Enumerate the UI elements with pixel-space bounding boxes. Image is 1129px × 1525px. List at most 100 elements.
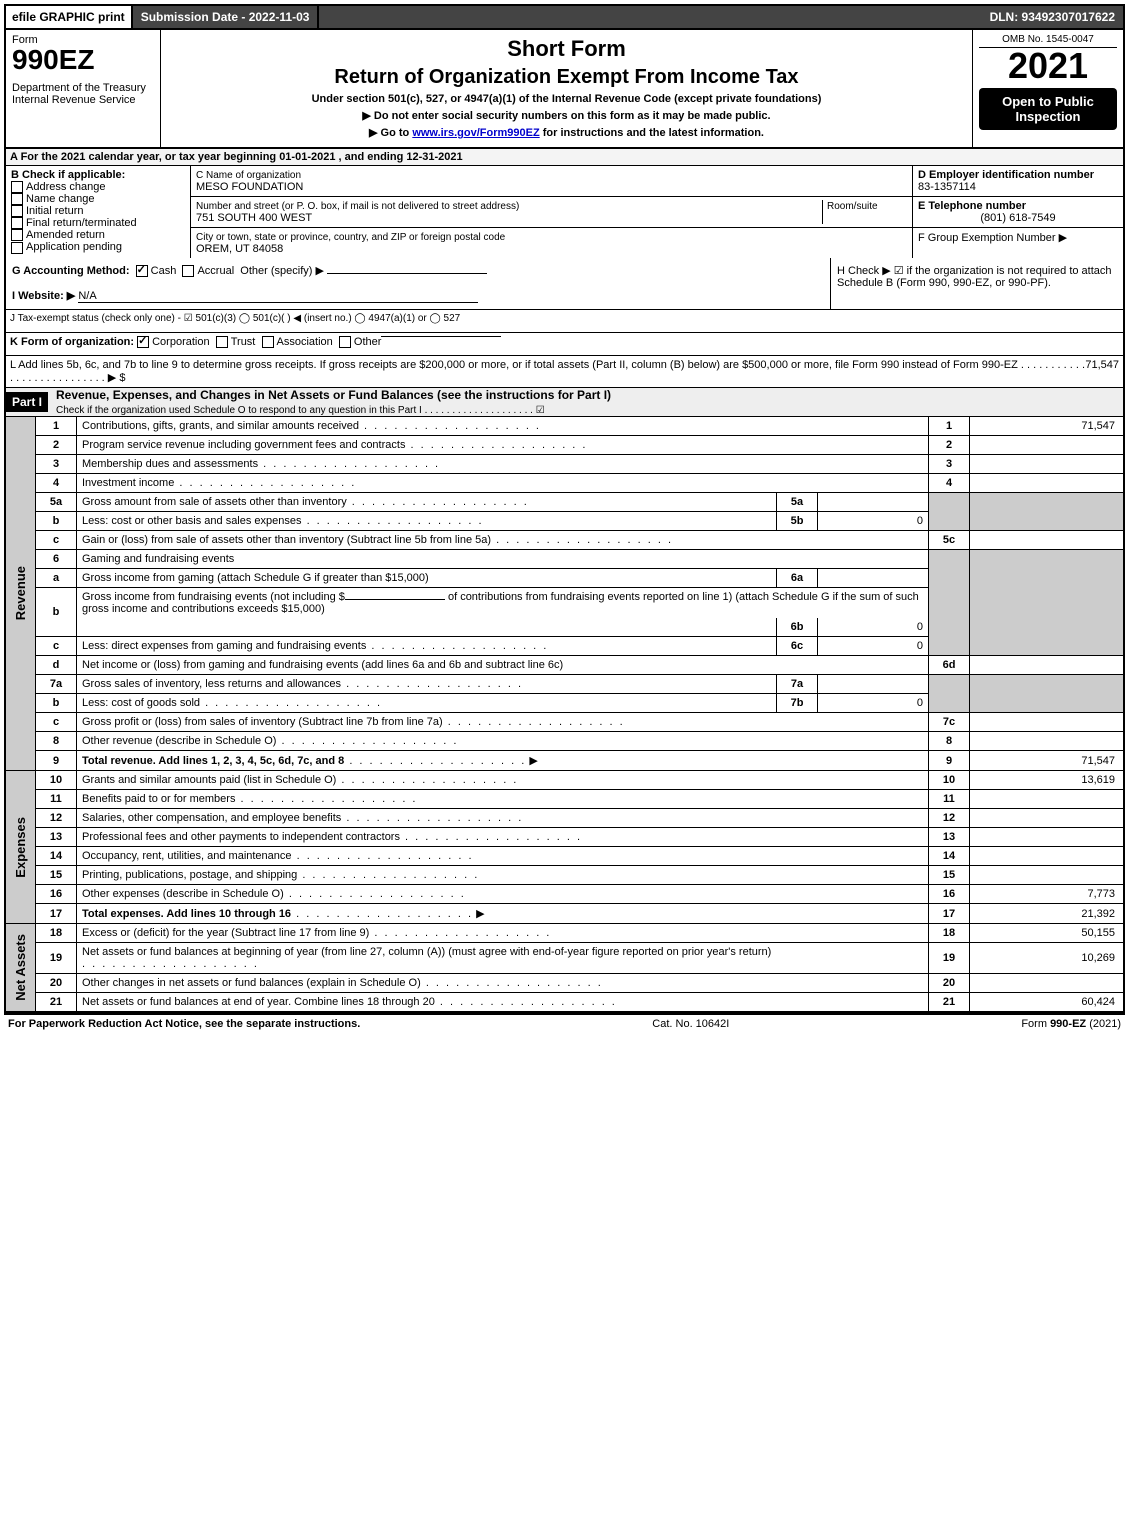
part-i-header: Part I Revenue, Expenses, and Changes in… (4, 388, 1125, 417)
l-gross-receipts: L Add lines 5b, 6c, and 7b to line 9 to … (4, 356, 1125, 388)
part-i-title: Revenue, Expenses, and Changes in Net As… (56, 385, 611, 405)
ein-value: 83-1357114 (918, 181, 976, 193)
netassets-section-label: Net Assets (11, 930, 30, 1005)
line-2: 2Program service revenue including gover… (5, 436, 1124, 455)
line-16-amount: 7,773 (970, 885, 1125, 904)
checkbox-cash[interactable] (136, 265, 148, 277)
under-section-note: Under section 501(c), 527, or 4947(a)(1)… (167, 93, 966, 105)
website-value: N/A (78, 290, 478, 303)
line-6d: dNet income or (loss) from gaming and fu… (5, 656, 1124, 675)
revenue-section-label: Revenue (11, 562, 30, 624)
line-20: 20Other changes in net assets or fund ba… (5, 974, 1124, 993)
k-form-of-org: K Form of organization: Corporation Trus… (4, 333, 1125, 356)
line-3: 3Membership dues and assessments3 (5, 455, 1124, 474)
header-left: Form 990EZ Department of the Treasury In… (6, 30, 161, 147)
line-8: 8Other revenue (describe in Schedule O)8 (5, 732, 1124, 751)
form-footer-ref: Form 990-EZ (2021) (1021, 1018, 1121, 1030)
line-7a: 7aGross sales of inventory, less returns… (5, 675, 1124, 694)
catalog-number: Cat. No. 10642I (652, 1018, 729, 1030)
ssn-warning: ▶ Do not enter social security numbers o… (167, 109, 966, 122)
line-18-amount: 50,155 (970, 924, 1125, 943)
street-label: Number and street (or P. O. box, if mail… (196, 201, 519, 212)
line-6: 6Gaming and fundraising events (5, 550, 1124, 569)
open-to-public-badge: Open to Public Inspection (979, 88, 1117, 130)
line-10: Expenses 10Grants and similar amounts pa… (5, 771, 1124, 790)
checkbox-trust[interactable] (216, 336, 228, 348)
entity-info-grid: B Check if applicable: Address change Na… (4, 166, 1125, 258)
line-1: Revenue 1Contributions, gifts, grants, a… (5, 417, 1124, 436)
line-18: Net Assets 18Excess or (deficit) for the… (5, 924, 1124, 943)
part-i-table: Revenue 1Contributions, gifts, grants, a… (4, 417, 1125, 1013)
form-header: Form 990EZ Department of the Treasury In… (4, 30, 1125, 149)
line-1-amount: 71,547 (970, 417, 1125, 436)
line-19-amount: 10,269 (970, 943, 1125, 974)
dln-label: DLN: 93492307017622 (982, 8, 1123, 26)
section-b-checkboxes: B Check if applicable: Address change Na… (6, 166, 191, 258)
header-center: Short Form Return of Organization Exempt… (161, 30, 973, 147)
org-name: MESO FOUNDATION (196, 181, 303, 193)
checkbox-name-change[interactable] (11, 193, 23, 205)
part-i-badge: Part I (6, 392, 48, 412)
ein-label: D Employer identification number (918, 169, 1094, 181)
section-b-title: B Check if applicable: (11, 169, 125, 181)
schedule-o-note: Check if the organization used Schedule … (56, 405, 545, 416)
website-label: I Website: ▶ (12, 290, 75, 302)
line-5c: cGain or (loss) from sale of assets othe… (5, 531, 1124, 550)
line-17: 17Total expenses. Add lines 10 through 1… (5, 904, 1124, 924)
form-number: 990EZ (12, 46, 154, 74)
line-11: 11Benefits paid to or for members11 (5, 790, 1124, 809)
header-right: OMB No. 1545-0047 2021 Open to Public In… (973, 30, 1123, 147)
line-13: 13Professional fees and other payments t… (5, 828, 1124, 847)
line-15: 15Printing, publications, postage, and s… (5, 866, 1124, 885)
checkbox-corporation[interactable] (137, 336, 149, 348)
city-state-zip: OREM, UT 84058 (196, 243, 283, 255)
short-form-title: Short Form (167, 36, 966, 62)
line-4: 4Investment income4 (5, 474, 1124, 493)
efile-print-label[interactable]: efile GRAPHIC print (6, 6, 133, 28)
line-21-amount: 60,424 (970, 993, 1125, 1013)
org-name-label: C Name of organization (196, 170, 301, 181)
street-address: 751 SOUTH 400 WEST (196, 212, 312, 224)
irs-link[interactable]: www.irs.gov/Form990EZ (412, 127, 539, 139)
line-14: 14Occupancy, rent, utilities, and mainte… (5, 847, 1124, 866)
line-9: 9Total revenue. Add lines 1, 2, 3, 4, 5c… (5, 751, 1124, 771)
line-9-amount: 71,547 (970, 751, 1125, 771)
return-title: Return of Organization Exempt From Incom… (167, 66, 966, 89)
room-label: Room/suite (827, 201, 878, 212)
checkbox-association[interactable] (262, 336, 274, 348)
city-label: City or town, state or province, country… (196, 232, 505, 243)
line-10-amount: 13,619 (970, 771, 1125, 790)
line-5a: 5aGross amount from sale of assets other… (5, 493, 1124, 512)
checkbox-accrual[interactable] (182, 265, 194, 277)
line-19: 19Net assets or fund balances at beginni… (5, 943, 1124, 974)
phone-label: E Telephone number (918, 200, 1026, 212)
submission-date-label: Submission Date - 2022-11-03 (133, 6, 320, 28)
group-exemption-label: F Group Exemption Number ▶ (918, 232, 1067, 244)
section-c-org-info: C Name of organization MESO FOUNDATION N… (191, 166, 913, 258)
g-h-row: G Accounting Method: Cash Accrual Other … (4, 258, 1125, 310)
checkbox-amended-return[interactable] (11, 229, 23, 241)
line-12: 12Salaries, other compensation, and empl… (5, 809, 1124, 828)
phone-value: (801) 618-7549 (918, 212, 1118, 224)
checkbox-application-pending[interactable] (11, 242, 23, 254)
checkbox-initial-return[interactable] (11, 205, 23, 217)
section-d-e-f: D Employer identification number 83-1357… (913, 166, 1123, 258)
expenses-section-label: Expenses (11, 813, 30, 882)
gross-receipts-amount: 71,547 (1085, 359, 1119, 371)
checkbox-final-return[interactable] (11, 217, 23, 229)
checkbox-address-change[interactable] (11, 181, 23, 193)
checkbox-other-org[interactable] (339, 336, 351, 348)
h-schedule-b: H Check ▶ ☑ if the organization is not r… (830, 258, 1123, 309)
department-label: Department of the Treasury Internal Reve… (12, 82, 154, 106)
accounting-method-label: G Accounting Method: (12, 265, 130, 277)
tax-year: 2021 (979, 48, 1117, 84)
line-21: 21Net assets or fund balances at end of … (5, 993, 1124, 1013)
top-bar: efile GRAPHIC print Submission Date - 20… (4, 4, 1125, 30)
paperwork-notice: For Paperwork Reduction Act Notice, see … (8, 1018, 360, 1030)
section-a-tax-year: A For the 2021 calendar year, or tax yea… (4, 149, 1125, 166)
line-16: 16Other expenses (describe in Schedule O… (5, 885, 1124, 904)
line-17-amount: 21,392 (970, 904, 1125, 924)
line-7c: cGross profit or (loss) from sales of in… (5, 713, 1124, 732)
j-tax-exempt-status: J Tax-exempt status (check only one) - ☑… (4, 310, 1125, 333)
page-footer: For Paperwork Reduction Act Notice, see … (4, 1013, 1125, 1033)
